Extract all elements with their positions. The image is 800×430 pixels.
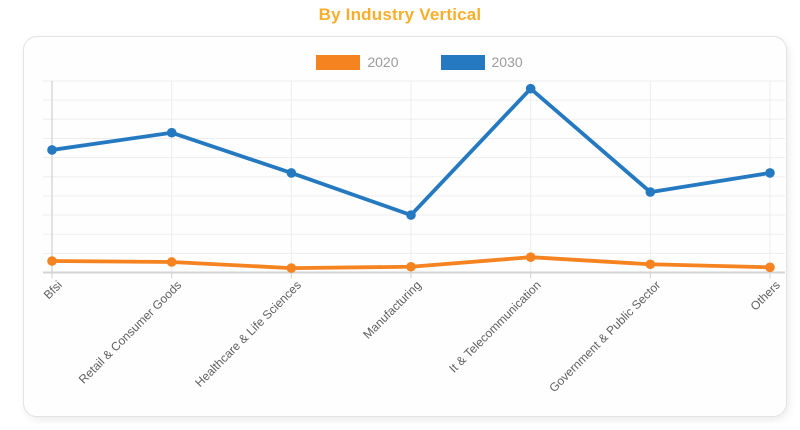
data-point-2030[interactable] xyxy=(406,210,416,220)
data-point-2020[interactable] xyxy=(286,263,297,273)
legend-item-2030[interactable]: 2030 xyxy=(440,54,523,70)
data-point-2020[interactable] xyxy=(406,261,416,272)
data-point-2020[interactable] xyxy=(765,262,775,273)
data-point-2020[interactable] xyxy=(525,252,536,262)
data-point-2030[interactable] xyxy=(765,168,775,178)
data-point-2020[interactable] xyxy=(47,256,57,266)
legend-swatch-2020 xyxy=(316,54,361,70)
legend-label-2030: 2030 xyxy=(491,54,523,70)
line-chart xyxy=(43,80,785,279)
data-point-2030[interactable] xyxy=(286,168,297,178)
data-point-2020[interactable] xyxy=(645,259,656,270)
legend-label-2020: 2020 xyxy=(367,54,399,70)
data-point-2030[interactable] xyxy=(166,127,177,138)
page-title: By Industry Vertical xyxy=(318,5,482,24)
legend-item-2020[interactable]: 2020 xyxy=(316,54,399,70)
chart-card: 2020 2030 Bfsi Retail & Consumer Goods Hea… xyxy=(23,36,787,417)
legend-swatch-2030 xyxy=(440,54,485,70)
data-point-2030[interactable] xyxy=(525,83,536,94)
data-point-2030[interactable] xyxy=(47,145,57,155)
data-point-2020[interactable] xyxy=(166,257,177,267)
chart-legend: 2020 2030 xyxy=(52,54,787,70)
data-point-2030[interactable] xyxy=(645,187,656,197)
